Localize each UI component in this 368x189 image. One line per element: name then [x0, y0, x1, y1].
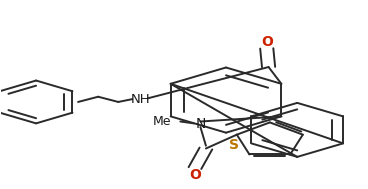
Text: Me: Me — [153, 115, 171, 128]
Text: O: O — [261, 35, 273, 49]
Text: NH: NH — [130, 93, 150, 106]
Text: N: N — [195, 117, 206, 131]
Text: O: O — [189, 168, 201, 182]
Text: S: S — [229, 138, 239, 152]
